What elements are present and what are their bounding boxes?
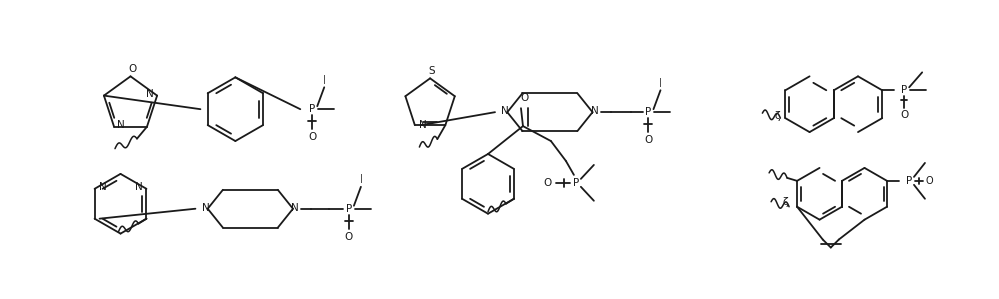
Text: P: P — [901, 85, 907, 95]
Text: N: N — [202, 203, 210, 213]
Text: P: P — [572, 178, 579, 188]
Text: P: P — [906, 176, 912, 186]
Text: N: N — [291, 203, 299, 213]
Text: S: S — [429, 66, 436, 76]
Text: N: N — [501, 106, 509, 116]
Text: N: N — [117, 120, 125, 130]
Text: |: | — [659, 78, 662, 87]
Text: O: O — [543, 178, 552, 188]
Text: |: | — [323, 75, 326, 84]
Text: O: O — [925, 176, 933, 186]
Text: N: N — [135, 182, 143, 192]
Text: N: N — [419, 120, 427, 130]
Text: ζ: ζ — [774, 111, 780, 121]
Text: O: O — [308, 132, 317, 142]
Text: P: P — [309, 104, 316, 114]
Text: N: N — [590, 106, 598, 116]
Text: N: N — [146, 89, 154, 99]
Text: P: P — [645, 107, 651, 117]
Text: O: O — [900, 110, 908, 120]
Text: |: | — [360, 174, 363, 183]
Text: O: O — [345, 232, 353, 242]
Text: O: O — [644, 135, 652, 145]
Text: O: O — [520, 93, 529, 103]
Text: O: O — [129, 64, 137, 74]
Text: N: N — [99, 182, 107, 192]
Text: P: P — [346, 204, 352, 214]
Text: ζ: ζ — [782, 197, 788, 207]
